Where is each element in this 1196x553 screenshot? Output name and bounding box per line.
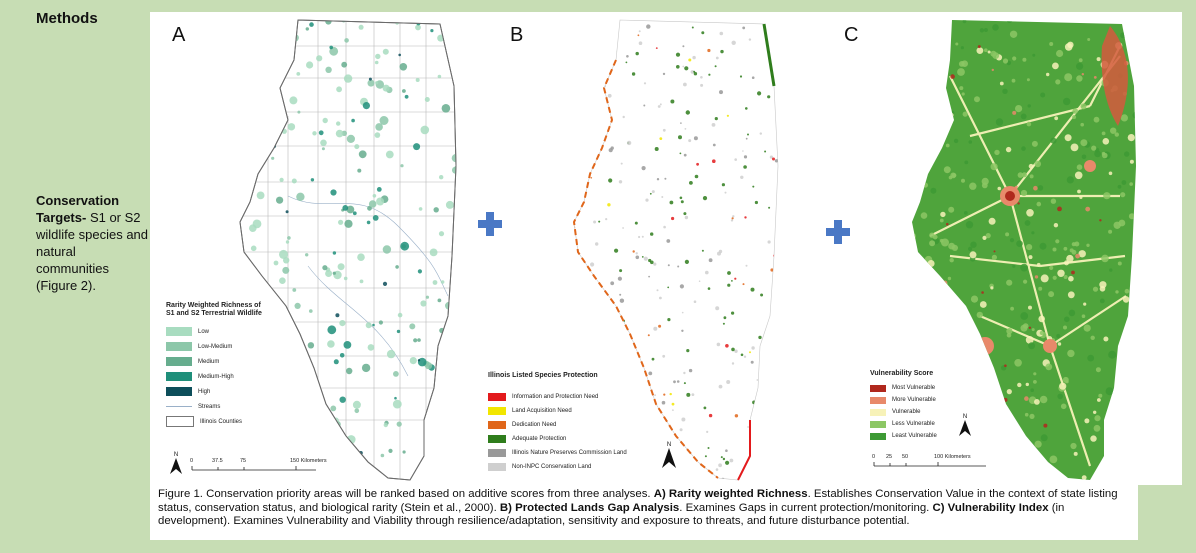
targets-bold-label: Conservation Targets- [36,193,120,225]
map-c-letter: C [844,24,859,46]
map-b-protected-lands-gap [572,19,779,481]
legend-swatch [166,372,192,381]
north-arrow-icon [170,458,182,474]
legend-swatch [488,421,506,429]
legend-swatch [870,396,886,404]
legend-item: Most Vulnerable [870,382,970,394]
legend-swatch [166,342,192,351]
legend-item: Adequate Protection [488,432,658,446]
plus-icon [826,220,850,244]
legend-swatch [870,420,886,428]
legend-swatch [166,357,192,366]
map-c-legend: Vulnerability Score Most Vulnerable More… [870,370,970,442]
legend-swatch [488,435,506,443]
legend-item: Vulnerable [870,406,970,418]
north-arrow-icon [662,448,676,468]
legend-item: More Vulnerable [870,394,970,406]
section-heading: Methods [36,10,98,27]
map-a-legend-title: Rarity Weighted Richness of S1 and S2 Te… [166,302,262,317]
map-c-scale-bar: 0 25 50 100 Kilometers [872,454,992,472]
legend-item: Dedication Need [488,418,658,432]
scale-bar-graphic [873,462,986,467]
figure-panel: A Rarity Weighted Richness of S1 and S2 … [150,12,1182,485]
map-a-letter: A [172,24,186,46]
map-a-scale-bar: 0 37.5 75 150 Kilometers [190,458,327,476]
map-a-legend: Rarity Weighted Richness of S1 and S2 Te… [166,302,266,429]
legend-item: Land Acquisition Need [488,404,658,418]
legend-swatch [166,327,192,336]
legend-item: Streams [166,399,266,414]
map-a-north-arrow: N [168,452,184,476]
caption-a-bold: A) Rarity weighted Richness [653,488,808,500]
north-arrow-icon [959,420,971,436]
caption-b-bold: B) Protected Lands Gap Analysis [499,501,680,514]
legend-item: Low [166,324,266,339]
conservation-targets-text: Conservation Targets- S1 or S2 wildlife … [36,192,148,294]
legend-swatch [488,407,506,415]
legend-item: Low-Medium [166,339,266,354]
legend-item: Illinois Counties [166,414,266,429]
figure-caption: Figure 1. Conservation priority areas wi… [150,485,1138,540]
legend-item: Information and Protection Need [488,390,658,404]
legend-swatch [488,463,506,471]
map-b-letter: B [510,24,524,46]
caption-c-bold: C) Vulnerability Index [932,501,1049,514]
legend-swatch [870,384,886,392]
counties-swatch [166,416,194,427]
legend-item: Non-INPC Conservation Land [488,460,658,474]
legend-swatch [870,408,886,416]
map-a-rarity-richness [239,19,457,481]
legend-item: Less Vulnerable [870,418,970,430]
legend-item: High [166,384,266,399]
plus-icon [478,212,502,236]
map-b-legend-title: Illinois Listed Species Protection [488,372,598,379]
legend-item: Least Vulnerable [870,430,970,442]
streams-swatch [166,402,192,407]
legend-item: Medium-High [166,369,266,384]
targets-description: S1 or S2 wildlife species and natural co… [36,210,149,293]
map-c-legend-title: Vulnerability Score [870,370,934,377]
map-b-legend: Illinois Listed Species Protection Infor… [488,372,658,474]
map-c-north-arrow: N [958,414,972,438]
scale-bar-graphic [191,466,316,471]
map-c-vulnerability-index [912,20,1136,480]
legend-swatch [488,393,506,401]
legend-swatch [488,449,506,457]
legend-item: Medium [166,354,266,369]
legend-swatch [870,432,886,440]
legend-item: Illinois Nature Preserves Commission Lan… [488,446,658,460]
map-b-north-arrow: N [660,442,678,470]
legend-swatch [166,387,192,396]
